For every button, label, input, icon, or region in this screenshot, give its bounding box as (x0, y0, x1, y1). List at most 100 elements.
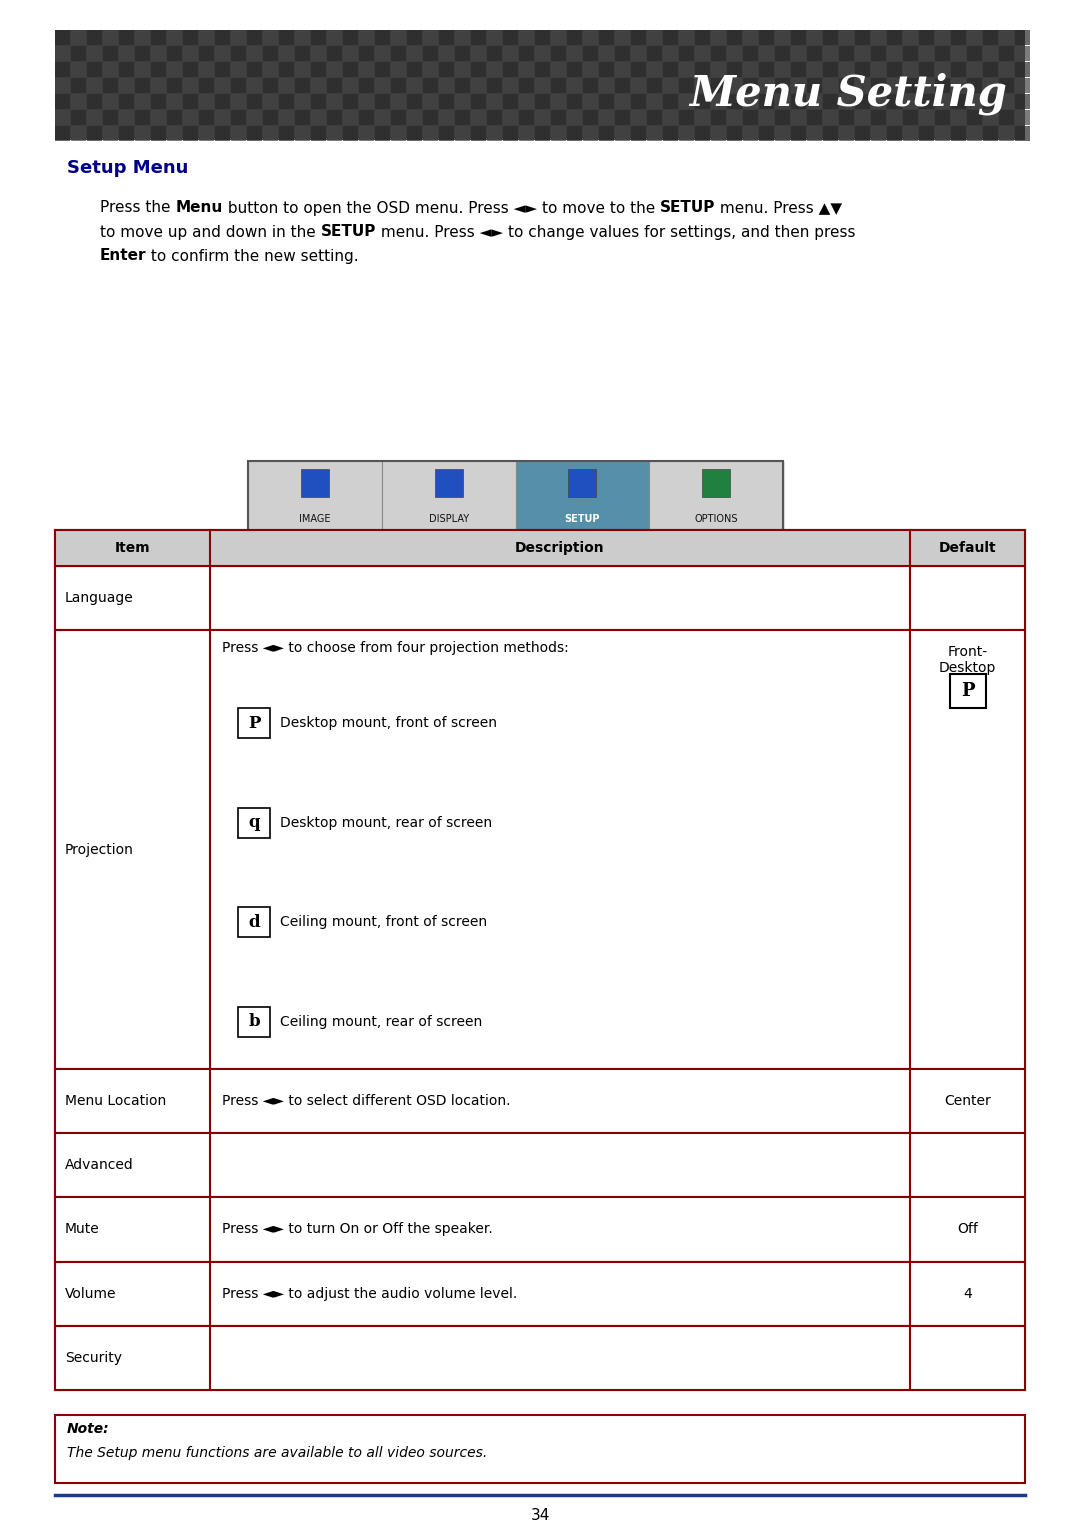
Text: Desktop mount, rear of screen: Desktop mount, rear of screen (280, 816, 492, 830)
Bar (55, 63, 70, 76)
Bar (567, 110, 582, 125)
Bar (663, 95, 678, 108)
Bar (839, 63, 854, 76)
Text: Desktop: Desktop (939, 662, 996, 675)
Bar (551, 31, 566, 44)
Bar (967, 95, 982, 108)
Bar (167, 110, 183, 125)
Bar (870, 46, 886, 61)
Text: ♦ UpDown    ↵ Select    Menu  Menu off: ♦ UpDown ↵ Select Menu Menu off (256, 729, 436, 738)
Bar (887, 78, 902, 93)
Bar (999, 125, 1014, 141)
Bar (247, 110, 262, 125)
Bar (919, 63, 934, 76)
Bar (935, 63, 950, 76)
Bar (999, 95, 1014, 108)
Bar (103, 78, 118, 93)
Bar (807, 78, 822, 93)
Text: Desktop mount, front of screen: Desktop mount, front of screen (280, 717, 497, 730)
Bar (870, 78, 886, 93)
Text: 4: 4 (963, 1287, 972, 1300)
Bar (919, 31, 934, 44)
Bar (231, 110, 246, 125)
Bar (103, 31, 118, 44)
Bar (248, 723, 783, 746)
Bar (471, 95, 486, 108)
Text: Projection: Projection (276, 585, 324, 596)
Text: Security: Security (276, 704, 316, 715)
Text: Press ◄► to adjust the audio volume level.: Press ◄► to adjust the audio volume leve… (222, 1287, 517, 1300)
Bar (903, 31, 918, 44)
Bar (55, 630, 1025, 1068)
Bar (1015, 78, 1030, 93)
Text: menu. Press ◄► to change values for settings, and then press: menu. Press ◄► to change values for sett… (376, 225, 855, 240)
Text: 4  ━━━: 4 ━━━ (741, 681, 771, 691)
Bar (375, 78, 390, 93)
Bar (264, 31, 278, 44)
Bar (855, 125, 870, 141)
Bar (311, 110, 326, 125)
Bar (568, 469, 596, 497)
Bar (983, 125, 998, 141)
Bar (471, 46, 486, 61)
Bar (663, 46, 678, 61)
Bar (375, 110, 390, 125)
Bar (679, 63, 694, 76)
Bar (471, 78, 486, 93)
Bar (438, 110, 454, 125)
Bar (599, 95, 615, 108)
Bar (264, 95, 278, 108)
Bar (823, 125, 838, 141)
Bar (375, 46, 390, 61)
Text: Ceiling mount, front of screen: Ceiling mount, front of screen (280, 915, 487, 929)
Bar (279, 78, 294, 93)
Bar (423, 46, 438, 61)
Bar (279, 31, 294, 44)
Text: Front-: Front- (947, 645, 987, 659)
FancyBboxPatch shape (238, 707, 270, 738)
Bar (903, 78, 918, 93)
Bar (55, 31, 1025, 141)
Bar (583, 95, 598, 108)
Bar (434, 469, 462, 497)
Text: to open the: to open the (306, 1351, 394, 1365)
Text: Language: Language (276, 562, 324, 571)
Bar (119, 31, 134, 44)
Bar (839, 95, 854, 108)
Bar (391, 46, 406, 61)
Bar (167, 95, 183, 108)
Bar (455, 46, 470, 61)
Bar (967, 46, 982, 61)
Bar (631, 95, 646, 108)
Text: q: q (248, 814, 260, 831)
Bar (935, 110, 950, 125)
Bar (791, 78, 806, 93)
Bar (567, 46, 582, 61)
Bar (519, 63, 534, 76)
Bar (823, 46, 838, 61)
Bar (983, 31, 998, 44)
Bar (359, 63, 374, 76)
Bar (423, 78, 438, 93)
Bar (55, 31, 70, 44)
Bar (583, 78, 598, 93)
Bar (775, 95, 789, 108)
FancyBboxPatch shape (238, 808, 270, 837)
Bar (535, 63, 550, 76)
Text: Enter: Enter (262, 1351, 306, 1365)
Bar (151, 125, 166, 141)
Bar (647, 95, 662, 108)
Bar (759, 125, 774, 141)
Text: DISPLAY: DISPLAY (429, 513, 469, 524)
Bar (375, 95, 390, 108)
Bar (183, 63, 198, 76)
Bar (983, 46, 998, 61)
Bar (295, 63, 310, 76)
Text: Menu Location: Menu Location (276, 610, 348, 620)
Bar (135, 125, 150, 141)
Bar (615, 95, 630, 108)
Bar (903, 125, 918, 141)
Bar (55, 1262, 1025, 1326)
Bar (903, 63, 918, 76)
Bar (967, 78, 982, 93)
